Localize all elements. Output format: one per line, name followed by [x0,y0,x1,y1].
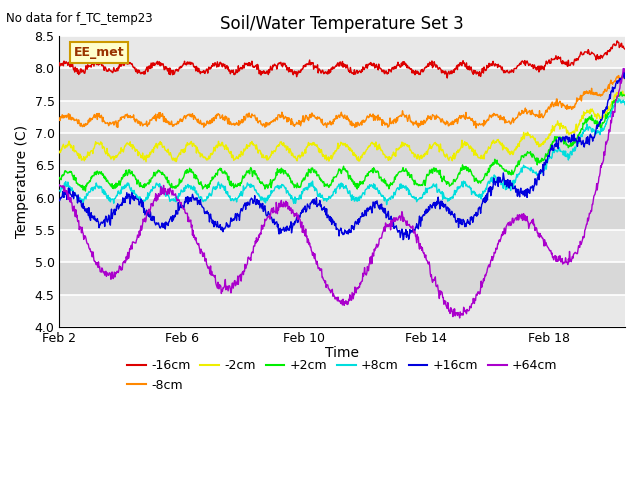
Line: -2cm: -2cm [60,91,625,162]
+2cm [56,175,63,180]
-8cm [56,115,63,121]
+2cm [445,179,452,185]
-2cm [305,143,313,148]
-16cm [56,60,63,66]
+2cm [114,181,122,187]
-8cm [497,114,505,120]
+2cm [285,173,292,179]
+2cm [508,172,515,178]
+8cm [56,188,63,193]
-8cm [508,120,515,126]
-8cm [620,72,627,77]
-2cm [113,154,121,159]
Bar [60,166,625,198]
Line: -8cm: -8cm [60,74,625,128]
+64cm [284,206,292,212]
+64cm [444,300,452,305]
+2cm [305,169,313,175]
Bar [60,230,625,263]
+8cm [445,196,452,202]
X-axis label: Time: Time [325,347,359,360]
-2cm [508,151,515,156]
+64cm [456,315,463,321]
+64cm [508,222,515,228]
-16cm [444,75,451,81]
+16cm [399,237,407,242]
Text: EE_met: EE_met [74,46,124,59]
Title: Soil/Water Temperature Set 3: Soil/Water Temperature Set 3 [220,15,464,33]
-16cm [113,65,121,71]
+64cm [620,66,627,72]
-8cm [113,120,121,126]
-8cm [444,119,452,125]
-8cm [472,125,480,131]
-2cm [56,150,63,156]
-16cm [497,65,505,71]
-2cm [619,88,627,94]
+16cm [497,180,505,185]
+2cm [497,163,505,169]
+8cm [305,183,312,189]
+8cm [497,182,505,188]
Bar [60,101,625,133]
Bar [60,198,625,230]
Legend: -16cm, -8cm, -2cm, +2cm, +8cm, +16cm, +64cm: -16cm, -8cm, -2cm, +2cm, +8cm, +16cm, +6… [122,354,562,396]
+64cm [113,268,121,274]
+64cm [621,66,629,72]
-8cm [621,76,629,82]
+8cm [621,102,629,108]
-16cm [508,69,515,75]
+8cm [284,189,292,194]
Line: +16cm: +16cm [60,69,625,240]
+64cm [305,238,312,243]
+8cm [508,182,515,188]
-8cm [305,118,312,123]
+16cm [284,227,292,233]
Bar [60,295,625,327]
-16cm [305,61,312,67]
Line: +2cm: +2cm [60,92,625,191]
Bar [60,133,625,166]
+2cm [82,188,90,194]
-2cm [142,159,150,165]
+16cm [508,182,515,188]
+8cm [113,193,121,199]
+16cm [621,66,629,72]
+2cm [617,89,625,95]
+16cm [305,204,312,209]
+16cm [56,198,63,204]
-2cm [445,156,452,162]
-2cm [497,141,505,146]
+64cm [497,235,505,241]
+8cm [383,202,390,207]
-8cm [284,119,292,124]
-16cm [613,38,621,44]
Line: +8cm: +8cm [60,99,625,204]
Bar [60,36,625,68]
+8cm [615,96,623,102]
-2cm [285,147,292,153]
-16cm [621,46,629,52]
+2cm [621,93,629,98]
-2cm [621,92,629,97]
+64cm [56,182,63,188]
Bar [60,68,625,101]
Line: -16cm: -16cm [60,41,625,78]
Line: +64cm: +64cm [60,69,625,318]
Text: No data for f_TC_temp23: No data for f_TC_temp23 [6,12,153,25]
-16cm [284,66,292,72]
Y-axis label: Temperature (C): Temperature (C) [15,125,29,238]
+16cm [113,204,121,209]
+16cm [445,205,452,211]
Bar [60,263,625,295]
-16cm [445,69,452,75]
